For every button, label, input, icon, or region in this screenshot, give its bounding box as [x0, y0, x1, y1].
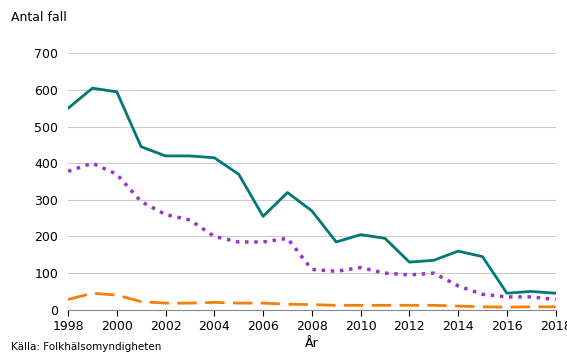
Total	[89, 86, 96, 90]
Smittad utomlands	[382, 271, 388, 275]
Total	[235, 172, 242, 176]
Smittad i Sverige	[357, 303, 364, 308]
Smittad utomlands	[333, 269, 340, 273]
Smittad i Sverige	[187, 301, 193, 305]
Smittad i Sverige	[308, 303, 315, 307]
Smittad utomlands	[406, 273, 413, 277]
Text: Källa: Folkhälsomyndigheten: Källa: Folkhälsomyndigheten	[11, 342, 162, 352]
Smittad i Sverige	[333, 303, 340, 308]
Smittad utomlands	[187, 218, 193, 222]
Total	[479, 255, 486, 259]
Smittad i Sverige	[284, 302, 291, 307]
Total	[503, 291, 510, 295]
Total	[260, 214, 266, 219]
Total	[211, 156, 218, 160]
Smittad utomlands	[357, 266, 364, 270]
Smittad utomlands	[503, 295, 510, 299]
Smittad i Sverige	[162, 301, 169, 305]
Total	[65, 106, 71, 110]
Smittad i Sverige	[479, 305, 486, 309]
Total	[138, 145, 145, 149]
Text: Antal fall: Antal fall	[11, 11, 67, 24]
Smittad utomlands	[430, 271, 437, 275]
Smittad utomlands	[211, 234, 218, 239]
Smittad utomlands	[479, 292, 486, 297]
Total	[113, 90, 120, 94]
Total	[162, 154, 169, 158]
Smittad utomlands	[260, 240, 266, 244]
Smittad i Sverige	[211, 300, 218, 304]
Total	[406, 260, 413, 264]
Line: Total: Total	[68, 88, 556, 293]
Smittad utomlands	[113, 172, 120, 176]
Total	[308, 209, 315, 213]
Smittad utomlands	[552, 297, 559, 302]
Total	[382, 236, 388, 240]
Smittad i Sverige	[528, 305, 535, 309]
Smittad i Sverige	[65, 297, 71, 302]
Smittad i Sverige	[552, 305, 559, 309]
Smittad i Sverige	[430, 303, 437, 308]
Smittad utomlands	[284, 236, 291, 240]
Smittad utomlands	[138, 200, 145, 204]
Total	[455, 249, 462, 253]
Total	[552, 291, 559, 295]
Smittad i Sverige	[503, 305, 510, 309]
Smittad i Sverige	[113, 293, 120, 297]
Line: Smittad i Sverige: Smittad i Sverige	[68, 293, 556, 307]
Total	[430, 258, 437, 262]
Smittad i Sverige	[138, 299, 145, 304]
Line: Smittad utomlands: Smittad utomlands	[68, 163, 556, 299]
X-axis label: År: År	[305, 337, 319, 350]
Smittad i Sverige	[89, 291, 96, 295]
Smittad i Sverige	[406, 303, 413, 308]
Smittad utomlands	[528, 295, 535, 299]
Smittad utomlands	[89, 161, 96, 166]
Smittad utomlands	[235, 240, 242, 244]
Smittad i Sverige	[235, 301, 242, 305]
Smittad utomlands	[162, 213, 169, 217]
Smittad utomlands	[308, 267, 315, 272]
Smittad i Sverige	[260, 301, 266, 305]
Smittad utomlands	[455, 284, 462, 288]
Total	[187, 154, 193, 158]
Total	[333, 240, 340, 244]
Smittad i Sverige	[455, 304, 462, 308]
Total	[528, 289, 535, 294]
Smittad i Sverige	[382, 303, 388, 308]
Smittad utomlands	[65, 169, 71, 173]
Total	[357, 232, 364, 237]
Total	[284, 190, 291, 195]
